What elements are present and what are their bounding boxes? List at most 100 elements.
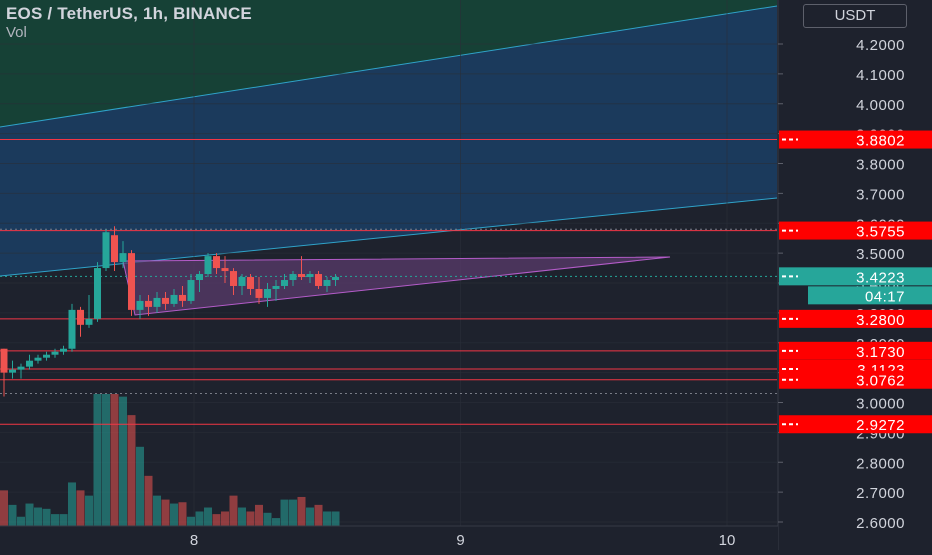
volume-bar <box>59 514 68 526</box>
volume-bar <box>17 516 25 526</box>
candle-body[interactable] <box>145 300 152 307</box>
volume-bar <box>323 511 331 526</box>
volume-bar <box>8 504 17 526</box>
candle-body[interactable] <box>68 309 76 349</box>
volume-bar <box>68 482 76 526</box>
candle-body[interactable] <box>94 268 101 319</box>
volume-bar <box>297 496 306 526</box>
price-tick-label: 3.5000 <box>856 246 905 263</box>
candle-body[interactable] <box>289 274 297 281</box>
volume-bar <box>238 507 246 526</box>
chart-legend: EOS / TetherUS, 1h, BINANCE Vol <box>6 4 252 41</box>
volume-bar <box>153 495 161 526</box>
volume-bar <box>110 394 119 526</box>
volume-bar <box>102 394 110 526</box>
volume-bar <box>229 495 238 526</box>
candle-body[interactable] <box>77 309 84 325</box>
candle-body[interactable] <box>119 253 127 263</box>
volume-bar <box>51 514 59 526</box>
volume-bar <box>187 516 195 526</box>
volume-indicator-label[interactable]: Vol <box>6 24 27 41</box>
candle-body[interactable] <box>102 232 110 269</box>
candle-body[interactable] <box>332 277 339 281</box>
level-price-label: 3.1730 <box>856 344 905 361</box>
countdown-label: 04:17 <box>865 288 905 305</box>
level-price-label: 3.5755 <box>856 224 905 241</box>
candle-body[interactable] <box>179 294 186 301</box>
volume-bar <box>170 503 178 526</box>
volume-bar <box>161 499 170 526</box>
candle-body[interactable] <box>204 256 212 275</box>
countdown-tag <box>808 286 932 305</box>
level-price-label: 3.2800 <box>856 312 905 329</box>
volume-bar <box>289 499 297 526</box>
currency-button[interactable]: USDT <box>803 4 907 28</box>
channel-top-line[interactable] <box>0 5 778 128</box>
time-tick-label: 9 <box>456 532 464 549</box>
level-price-tag[interactable] <box>779 130 932 149</box>
volume-bar <box>119 396 127 526</box>
volume-bar <box>34 507 42 526</box>
level-price-label: 2.9272 <box>856 417 905 434</box>
level-price-tag[interactable] <box>779 415 932 434</box>
candle-body[interactable] <box>162 297 169 304</box>
candle-body[interactable] <box>60 348 67 352</box>
volume-bar <box>93 394 102 526</box>
candle-body[interactable] <box>264 288 271 298</box>
time-tick-label: 8 <box>190 532 198 549</box>
volume-bar <box>136 446 144 526</box>
candle-body[interactable] <box>170 294 178 304</box>
candle-body[interactable] <box>281 280 288 286</box>
candle-body[interactable] <box>51 351 59 355</box>
volume-bar <box>263 512 272 526</box>
candle-body[interactable] <box>298 274 305 278</box>
candle-body[interactable] <box>272 285 280 289</box>
candle-body[interactable] <box>213 256 220 269</box>
volume-bar <box>272 518 280 526</box>
price-tick-label: 4.0000 <box>856 97 905 114</box>
candle-body[interactable] <box>221 268 229 272</box>
candle-body[interactable] <box>323 280 331 286</box>
candle-body[interactable] <box>187 280 195 301</box>
time-tick-label: 10 <box>719 532 736 549</box>
candle-body[interactable] <box>238 277 246 286</box>
candle-body[interactable] <box>196 274 203 281</box>
price-tick-label: 3.0000 <box>856 396 905 413</box>
volume-bar <box>85 495 93 526</box>
level-price-tag[interactable] <box>779 309 932 328</box>
volume-bar <box>221 511 229 526</box>
price-tick-label: 2.8000 <box>856 455 905 472</box>
current-price-tag[interactable] <box>779 267 932 286</box>
candle-body[interactable] <box>247 277 254 289</box>
candle-body[interactable] <box>255 288 263 298</box>
volume-bar <box>306 507 314 526</box>
candle-body[interactable] <box>315 274 322 286</box>
candle-body[interactable] <box>26 360 33 367</box>
candle-body[interactable] <box>0 348 8 373</box>
candle-body[interactable] <box>9 369 16 373</box>
volume-bar <box>280 499 289 526</box>
candle-body[interactable] <box>230 271 237 286</box>
time-axis-panel <box>0 526 778 550</box>
candle-body[interactable] <box>136 300 144 310</box>
candle-body[interactable] <box>128 253 135 310</box>
candle-body[interactable] <box>43 354 50 358</box>
level-price-tag[interactable] <box>779 341 932 360</box>
volume-bar <box>178 502 187 526</box>
volume-bar <box>144 475 153 526</box>
candle-body[interactable] <box>17 366 25 370</box>
volume-bar <box>255 504 263 526</box>
price-tick-label: 4.1000 <box>856 67 905 84</box>
level-price-tag[interactable] <box>779 221 932 240</box>
candle-body[interactable] <box>306 274 314 278</box>
symbol-title[interactable]: EOS / TetherUS, 1h, BINANCE <box>6 4 252 23</box>
level-price-tag[interactable] <box>779 370 932 389</box>
candle-body[interactable] <box>153 297 161 307</box>
candle-body[interactable] <box>85 318 93 325</box>
candle-body[interactable] <box>34 357 42 361</box>
volume-bar <box>246 511 255 526</box>
candle-body[interactable] <box>111 235 118 263</box>
price-tick-label: 3.8000 <box>856 157 905 174</box>
